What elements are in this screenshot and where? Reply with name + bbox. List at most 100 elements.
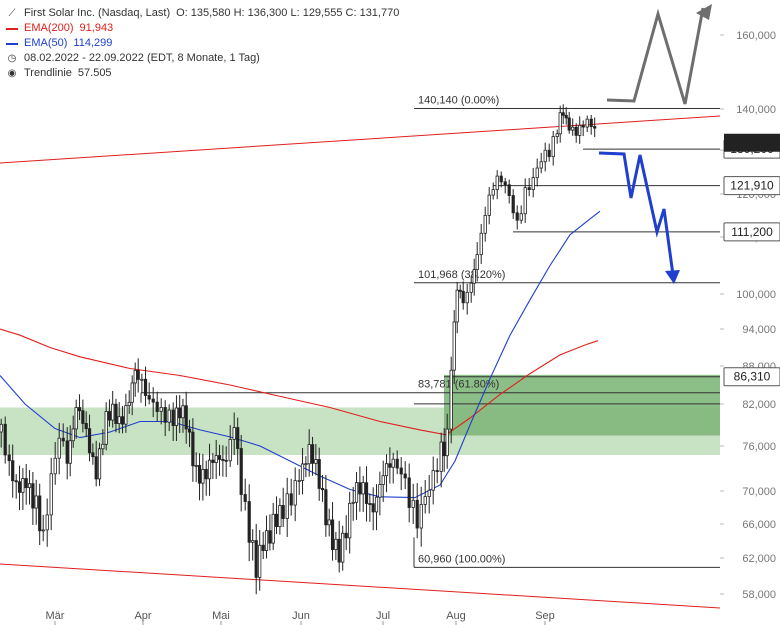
candle-body — [159, 407, 163, 412]
candle-body — [204, 469, 208, 480]
candle-body — [163, 407, 167, 423]
candle-body — [239, 448, 243, 495]
candle-body — [358, 482, 362, 495]
candle-body — [77, 407, 82, 412]
y-tick-label: 100,000 — [736, 289, 776, 301]
candle-body — [94, 456, 98, 480]
fib-level-label: 83,781 (61.80%) — [418, 379, 499, 391]
candle-body — [31, 483, 35, 509]
candle-body — [236, 427, 240, 449]
ema50-value: 114,299 — [73, 37, 113, 49]
candle-body — [133, 369, 137, 384]
candle-body — [327, 519, 331, 526]
candle-body — [17, 481, 22, 493]
candle-body — [465, 291, 469, 304]
candle-body — [7, 454, 11, 462]
candle-body — [555, 133, 559, 137]
candle-body — [304, 463, 308, 466]
candle-body — [117, 416, 121, 424]
ema200-value: 91,943 — [79, 22, 114, 34]
candle-body — [452, 321, 456, 371]
candle-body — [341, 532, 345, 563]
candle-body — [307, 444, 311, 465]
fib-level-label: 101,968 (38.20%) — [418, 269, 505, 281]
candle-body — [317, 459, 321, 489]
last-price-tag — [724, 133, 780, 152]
candle-body — [251, 540, 255, 543]
candle-body — [395, 458, 399, 469]
legend-title-row: ⟋ First Solar Inc. (Nasdaq, Last) O: 135… — [6, 6, 400, 21]
candle-body — [247, 501, 251, 543]
y-tick-label: 62,000 — [742, 553, 776, 565]
candle-body — [527, 187, 531, 190]
candle-body — [374, 496, 379, 513]
clock-icon: ◷ — [7, 53, 17, 64]
candle-body — [87, 428, 92, 454]
candle-body — [351, 501, 355, 504]
candle-body — [211, 459, 215, 463]
candle-body — [68, 440, 72, 464]
candle-body — [140, 378, 144, 381]
candle-body — [399, 467, 403, 475]
ohlc-values: O: 135,580 H: 136,300 L: 129,555 C: 131,… — [176, 7, 400, 19]
candle-body — [130, 382, 134, 403]
bullish-arrow-head — [696, 4, 712, 20]
candle-body — [551, 136, 555, 158]
candle-body — [593, 126, 597, 129]
y-tick-label: 58,000 — [742, 589, 776, 601]
candle-body — [174, 407, 179, 426]
y-tick-label: 140,000 — [736, 104, 776, 116]
candle-body — [167, 409, 171, 423]
legend: ⟋ First Solar Inc. (Nasdaq, Last) O: 135… — [6, 6, 399, 81]
candle-body — [391, 458, 395, 468]
candle-body — [45, 514, 49, 531]
x-tick-label: Mai — [212, 610, 230, 622]
candle-body — [423, 496, 427, 505]
candle-body — [221, 459, 225, 461]
candle-body — [243, 494, 247, 502]
candle-body — [483, 215, 487, 234]
candle-body — [191, 431, 195, 467]
candle-body — [171, 409, 175, 426]
x-tick-label: Apr — [134, 610, 151, 622]
candle-body — [384, 463, 389, 477]
candle-body — [101, 443, 105, 450]
candle-body — [281, 505, 285, 519]
ema50-label: EMA(50) — [24, 37, 68, 49]
candle-body — [151, 398, 155, 403]
candle-body — [49, 473, 53, 516]
bearish-arrow-head — [665, 270, 680, 284]
candle-body — [475, 254, 479, 271]
candle-body — [274, 513, 279, 527]
candle-body — [57, 437, 61, 459]
candle-body — [567, 117, 571, 131]
candle-body — [147, 395, 151, 400]
candle-body — [293, 480, 297, 506]
trendline-icon: ◉ — [7, 68, 17, 79]
y-tick-label: 94,000 — [742, 324, 776, 336]
candle-body — [53, 457, 57, 475]
candle-body — [495, 175, 499, 191]
candle-body — [214, 455, 218, 463]
candle-body — [503, 181, 507, 186]
candle-body — [458, 289, 462, 292]
ema200-line — [0, 328, 599, 436]
candle-body — [324, 489, 328, 526]
candle-body — [431, 470, 435, 491]
period-text: 08.02.2022 - 22.09.2022 (EDT, 8 Monate, … — [24, 52, 260, 64]
candle-body — [97, 448, 102, 480]
x-tick-label: Aug — [446, 610, 466, 622]
y-tick-label: 66,000 — [742, 519, 776, 531]
candle-body — [258, 544, 262, 578]
candle-body — [41, 529, 45, 532]
candle-body — [499, 175, 503, 183]
candle-body — [330, 519, 335, 550]
ema200-label: EMA(200) — [24, 22, 74, 34]
candle-body — [581, 124, 585, 128]
candle-body — [469, 282, 473, 293]
candle-body — [589, 118, 593, 127]
price-tag-label: 111,200 — [731, 225, 773, 239]
candle-body — [65, 440, 69, 464]
candle-body — [442, 441, 446, 457]
